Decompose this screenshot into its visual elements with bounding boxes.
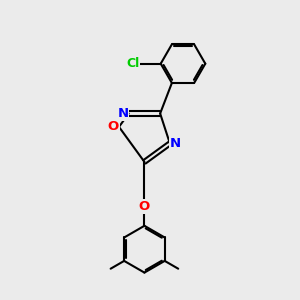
Text: Cl: Cl (126, 57, 139, 70)
Text: N: N (118, 107, 129, 120)
Text: O: O (139, 200, 150, 213)
Text: O: O (108, 120, 119, 134)
Text: N: N (170, 137, 181, 150)
